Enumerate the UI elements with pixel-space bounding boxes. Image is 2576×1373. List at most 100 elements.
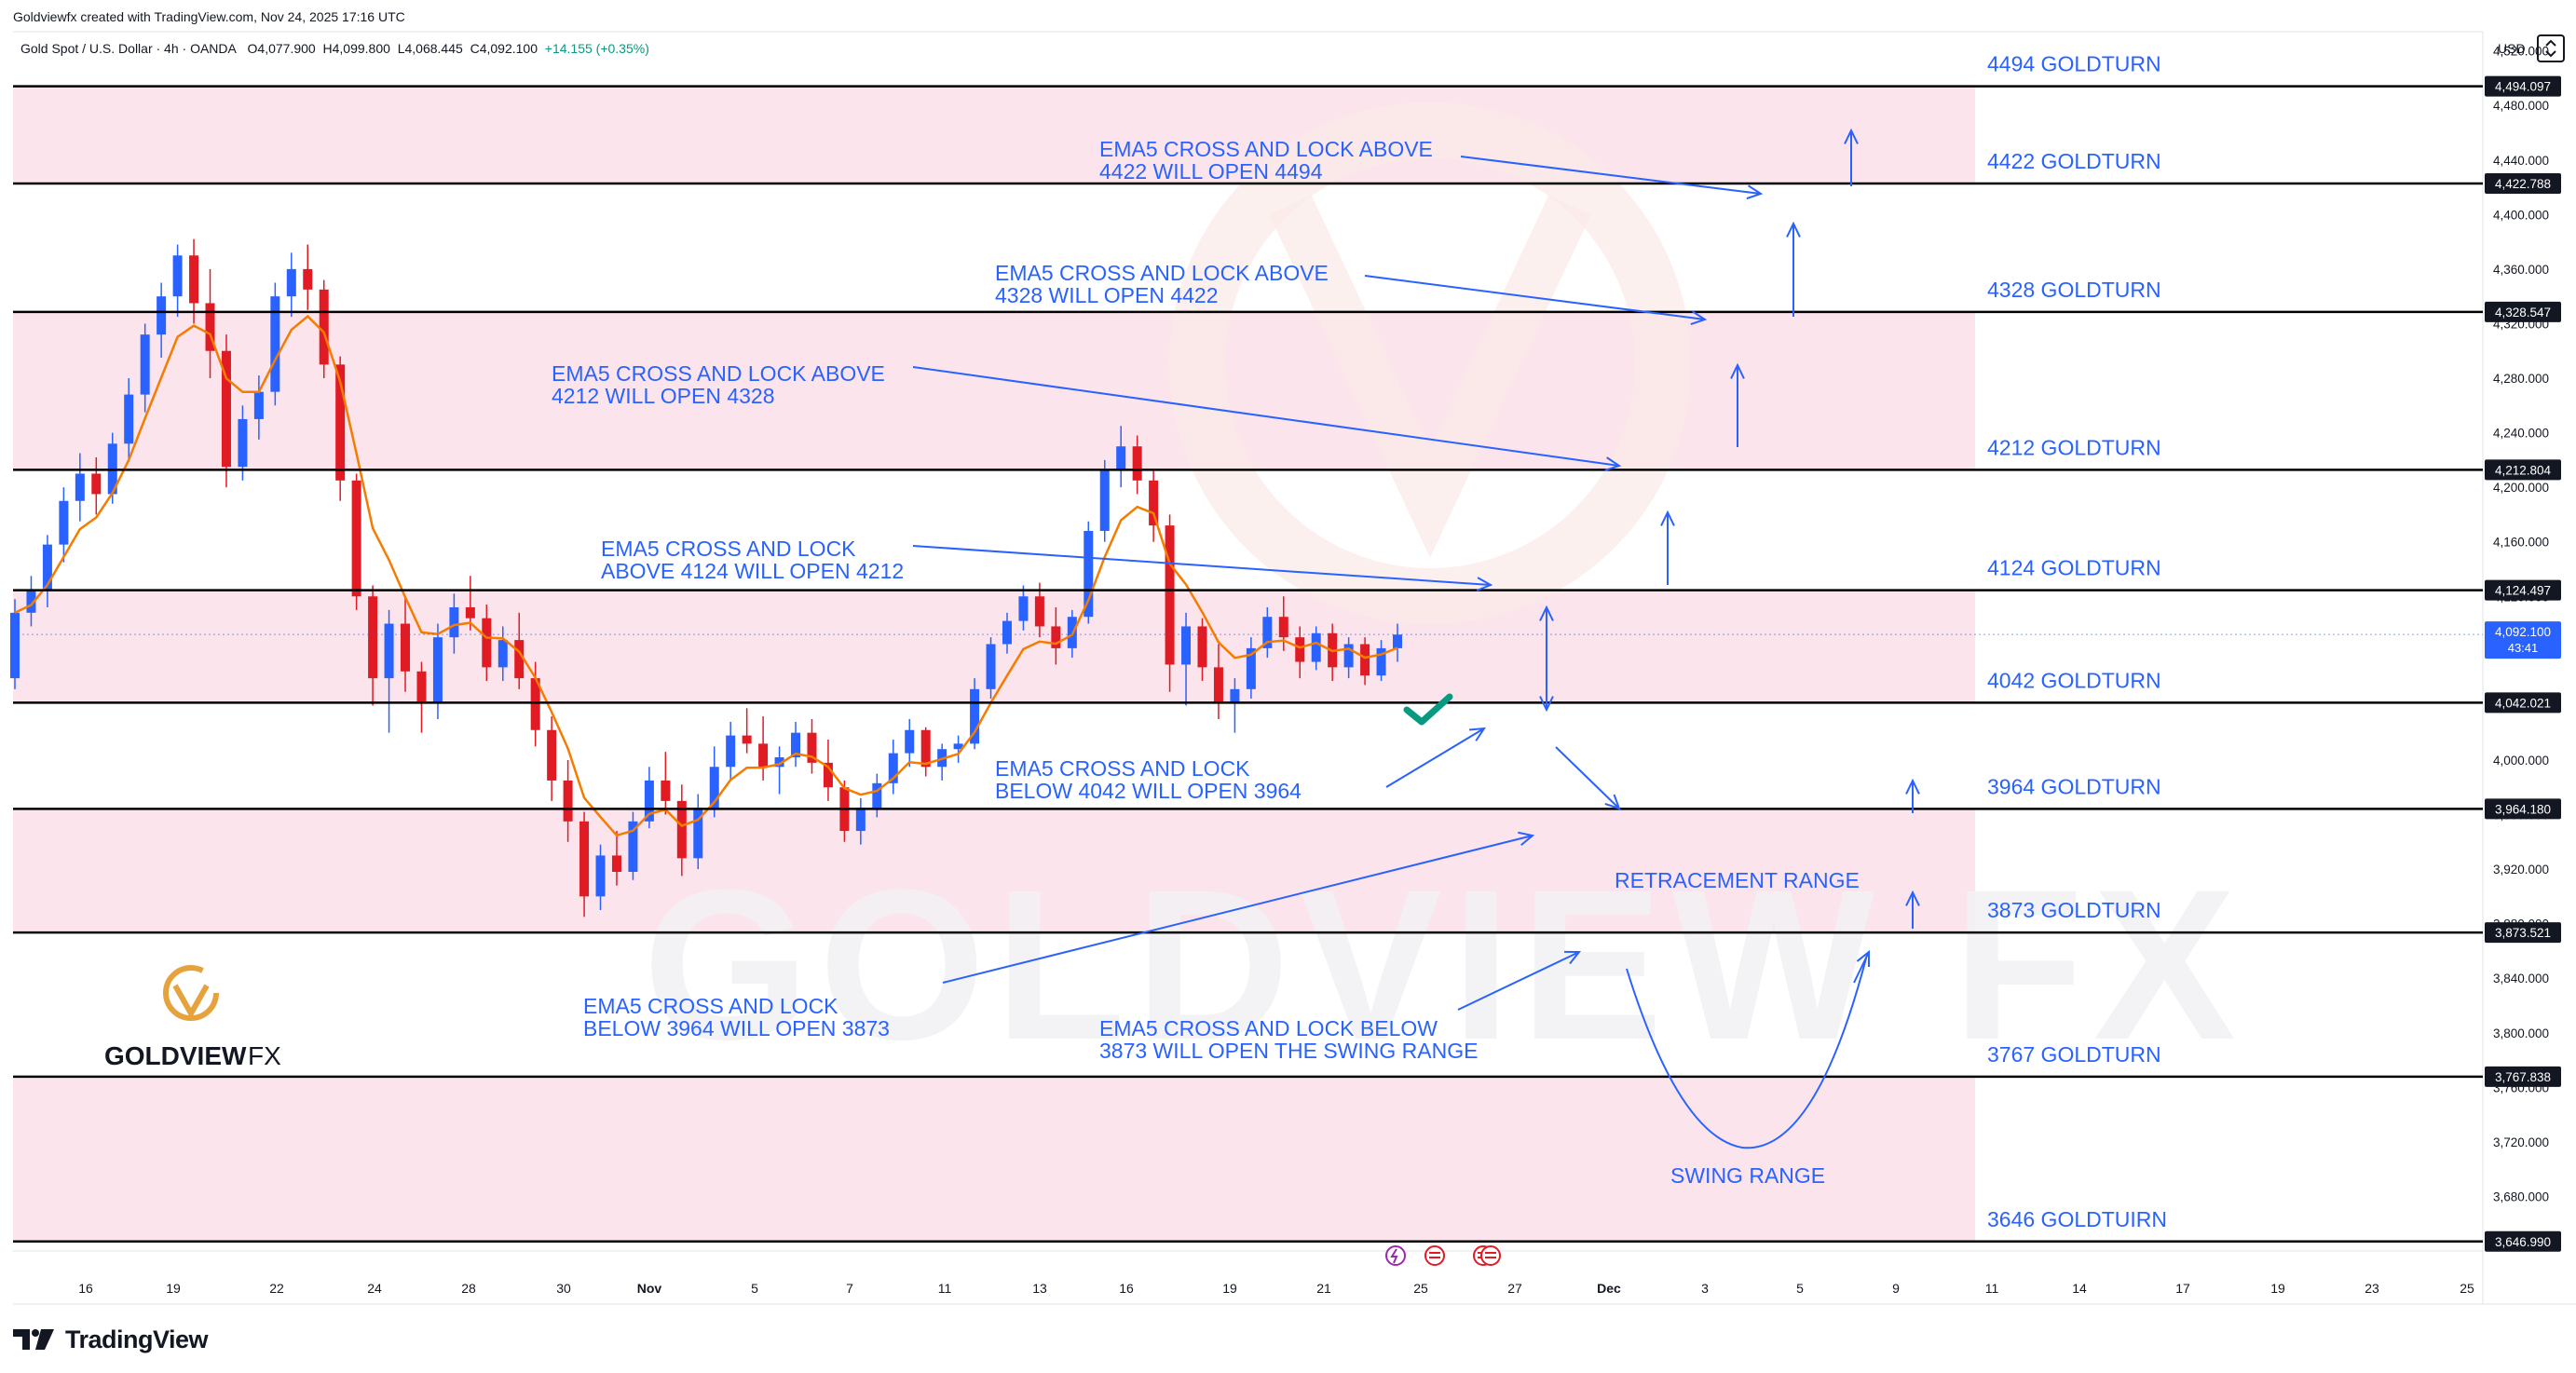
tradingview-logo-icon [13,1329,54,1350]
annotation-arrow-head [1604,456,1622,471]
candle-body [855,808,865,832]
candle-body [335,364,346,481]
price-level-badge [2485,75,2561,97]
candle-body [416,671,427,703]
annotation-arrow-head [1518,831,1535,847]
price-level-badge-label: 4,212.804 [2495,463,2552,477]
candle-body [10,612,20,679]
up-arrow-head [1730,362,1745,379]
time-tick-label: 28 [461,1281,476,1296]
candle-body [482,618,492,668]
up-arrow-head [1905,890,1920,906]
candle-body [1278,617,1288,638]
candle-body [59,500,69,545]
candle-body [303,268,313,290]
candle-body [157,296,167,335]
watermark-v-mark [1269,195,1591,558]
goldview-logo-v [172,984,210,1020]
time-tick-label: 5 [1796,1281,1804,1296]
current-price-value: 4,092.100 [2495,625,2551,639]
candle-body [920,729,931,768]
candle-body [579,821,590,897]
watermark-text: GOLDVIEW FX [643,845,2245,1084]
us-flag-event-icon[interactable] [1480,1245,1501,1266]
candle-body [514,640,525,679]
price-level-badge [2485,459,2561,481]
candle-body [1393,634,1402,648]
candle-body [368,596,378,679]
symbol-name[interactable]: Gold Spot / U.S. Dollar · 4h · OANDA [20,41,237,56]
swing-range-label: SWING RANGE [1670,1163,1825,1188]
candle-body [709,767,719,809]
tradingview-logo[interactable]: TradingView [13,1323,209,1356]
candle-body [1197,626,1207,668]
candle-body [563,780,573,822]
time-tick-label: 30 [556,1281,571,1296]
up-arrow-head [1660,510,1675,526]
candle-body [1343,644,1354,668]
candle-body [693,808,703,859]
ohlc-close-label: C [470,41,480,56]
candle-body [401,623,411,672]
candle-body [1311,632,1321,662]
time-tick-label: 11 [1985,1281,1999,1296]
goldview-logo: GOLDVIEW FX [104,965,281,1070]
candle-body [628,821,638,872]
annotation-arrow-head [1476,577,1493,591]
price-tick-label: 4,280.000 [2493,372,2549,386]
candle-body [1132,446,1142,481]
level-label: 3646 GOLDTUIRN [1987,1207,2167,1231]
time-tick-label: 3 [1701,1281,1709,1296]
time-tick-label: 23 [2365,1281,2379,1296]
goldview-logo-fx: FX [248,1041,281,1070]
time-tick-label: 16 [1119,1281,1134,1296]
candle-body [905,729,915,754]
candle-body [42,544,52,590]
candle-body [351,480,361,597]
annotation-arrow-head [1690,310,1708,326]
candle-body [1002,620,1012,645]
annotation-4422-to-4494-line2: 4422 WILL OPEN 4494 [1099,159,1323,184]
time-tick-label: Dec [1597,1281,1621,1296]
candlestick-series [10,238,1402,918]
time-tick-label: 27 [1507,1281,1522,1296]
level-label: 4124 GOLDTURN [1987,556,2161,580]
annotation-4328-to-4422: EMA5 CROSS AND LOCK ABOVE [995,261,1329,285]
price-level-badge [2485,1230,2561,1252]
price-level-badge [2485,301,2561,322]
candle-body [319,289,329,365]
price-level-badge-label: 4,494.097 [2495,80,2551,94]
flag-stripe [1485,1257,1496,1258]
us-flag-event-icon[interactable] [1424,1245,1445,1266]
time-tick-label: 13 [1032,1281,1047,1296]
annotation-arrow-head [1563,950,1582,965]
annotation-arrow-head [1468,727,1486,741]
chart-settings-icon[interactable] [2536,34,2566,63]
swing-range-curve [1626,954,1868,1149]
time-tick-label: 22 [269,1281,284,1296]
annotation-3873-to-swing: EMA5 CROSS AND LOCK BELOW [1099,1016,1438,1040]
annotation-4212-to-4328: EMA5 CROSS AND LOCK ABOVE [552,361,885,386]
annotation-arrow [912,366,1620,467]
currency-label[interactable]: USD [2498,41,2526,56]
candle-body [1165,525,1175,665]
level-label: 3873 GOLDTURN [1987,898,2161,922]
candle-body [1116,446,1126,471]
price-tick-label: 4,200.000 [2493,481,2549,495]
annotation-4124-to-4212: EMA5 CROSS AND LOCK [601,537,856,561]
time-tick-label: 14 [2072,1281,2087,1296]
ema5-line [14,314,1398,837]
candle-body [758,743,769,768]
annotation-arrow [1364,275,1706,320]
candle-body [1051,626,1061,648]
zone-band [13,1076,1975,1242]
candle-body [172,255,183,297]
annotation-arrow [1457,951,1580,1011]
candle-body [238,418,248,468]
annotation-4328-to-4422-line2: 4328 WILL OPEN 4422 [995,283,1219,307]
ohlc-open: 4,077.900 [257,41,316,56]
candle-body [1246,647,1256,689]
candle-body [432,637,443,703]
swing-arrow-head [1856,949,1871,968]
